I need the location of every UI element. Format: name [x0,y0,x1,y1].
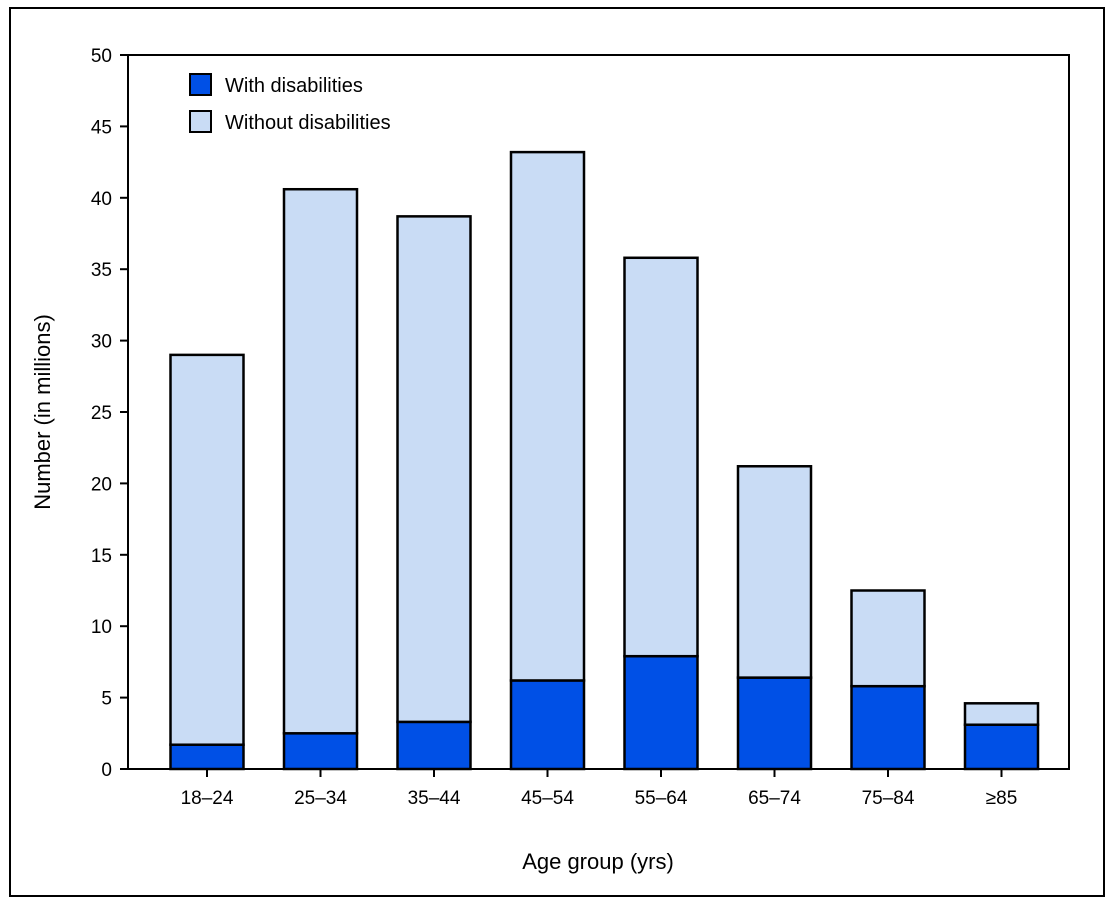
bar-without-disabilities-0 [169,353,245,746]
x-tick-label: 18–24 [181,788,234,809]
y-tick-label: 25 [91,403,112,424]
x-tick-label: 25–34 [294,788,347,809]
bars-layer [169,150,1040,771]
x-tick-label: ≥85 [986,788,1018,809]
bar-with-disabilities-3 [509,679,586,771]
y-tick-label: 5 [101,689,112,710]
y-tick-label: 10 [91,617,112,638]
bar-with-disabilities-7 [963,723,1040,771]
legend-swatch-with-disabilities [189,73,212,96]
x-axis: 18–24 25–34 35–44 45–54 55–64 65–74 75–84 ≥85 [181,769,1018,809]
bar-without-disabilities-6 [850,589,926,688]
y-tick-label: 45 [91,117,112,138]
bar-with-disabilities-4 [623,654,699,771]
bar-with-disabilities-5 [736,676,813,771]
x-tick-label: 75–84 [862,788,915,809]
y-tick-label: 20 [91,474,112,495]
bar-without-disabilities-2 [396,215,472,724]
x-axis-title: Age group (yrs) [522,849,674,874]
x-tick-label: 45–54 [521,788,574,809]
y-tick-label: 0 [101,760,112,781]
bar-with-disabilities-1 [282,732,359,771]
y-tick-label: 15 [91,546,112,567]
bar-with-disabilities-0 [169,743,245,771]
legend-swatch-without-disabilities [189,110,212,133]
legend: With disabilities Without disabilities [189,73,391,134]
plot-area-border [127,54,1070,770]
x-tick-label: 35–44 [408,788,461,809]
legend-label-with-disabilities: With disabilities [225,75,363,97]
bar-without-disabilities-5 [736,465,813,679]
bar-without-disabilities-7 [963,702,1040,726]
bar-with-disabilities-2 [396,720,472,771]
y-axis-title: Number (in millions) [30,314,55,510]
bar-with-disabilities-6 [850,684,926,771]
x-tick-label: 65–74 [748,788,801,809]
y-tick-label: 40 [91,189,112,210]
y-axis: 0 5 10 15 20 25 30 35 40 45 50 [91,46,128,781]
legend-label-without-disabilities: Without disabilities [225,112,391,134]
bar-without-disabilities-3 [509,150,586,682]
bar-without-disabilities-1 [282,187,359,735]
y-tick-label: 35 [91,260,112,281]
y-tick-label: 50 [91,46,112,67]
y-tick-label: 30 [91,332,112,353]
x-tick-label: 55–64 [635,788,688,809]
bar-without-disabilities-4 [623,256,699,658]
